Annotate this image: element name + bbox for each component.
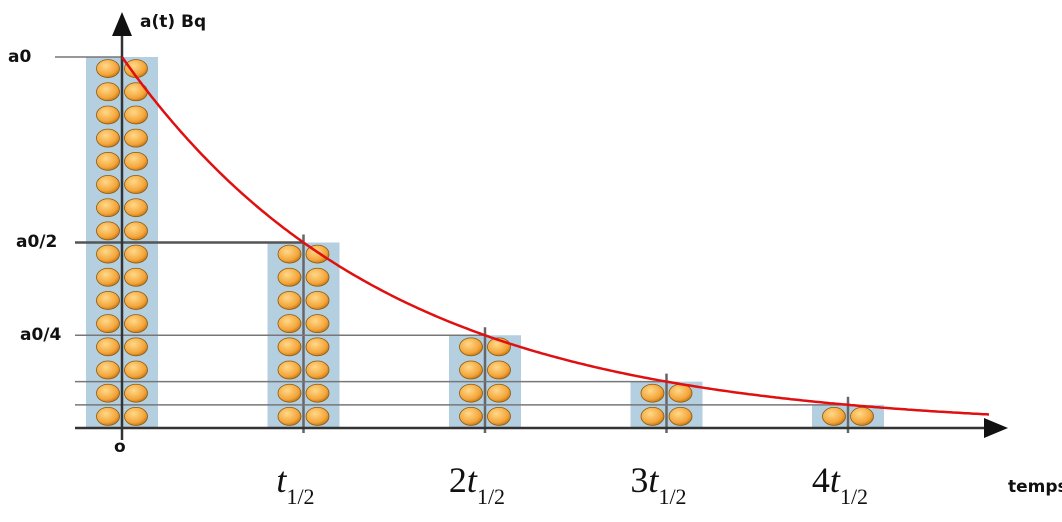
nucleus xyxy=(97,199,120,217)
nucleus xyxy=(488,384,511,402)
y-arrow xyxy=(112,12,132,36)
nucleus xyxy=(488,361,511,379)
nucleus xyxy=(97,222,120,240)
time-label: 3t1/2 xyxy=(630,460,686,509)
nucleus xyxy=(97,384,120,402)
nucleus xyxy=(97,407,120,425)
nucleus xyxy=(125,361,148,379)
time-label-sub: 1/2 xyxy=(840,484,868,509)
nucleus xyxy=(488,407,511,425)
nucleus xyxy=(460,338,483,356)
nucleus xyxy=(460,361,483,379)
nucleus xyxy=(306,338,329,356)
nucleus xyxy=(125,199,148,217)
decay-diagram: a(t) Bq a0 a0/2 a0/4 o temps t1/2 2t1/2 3t… xyxy=(0,0,1062,522)
nucleus xyxy=(125,315,148,333)
time-label: 2t1/2 xyxy=(449,460,505,509)
nucleus xyxy=(125,291,148,309)
nucleus xyxy=(278,268,301,286)
nucleus xyxy=(306,384,329,402)
nucleus xyxy=(125,407,148,425)
nucleus xyxy=(278,407,301,425)
nucleus xyxy=(306,407,329,425)
y-label: a0/4 xyxy=(20,325,62,345)
time-label-coef: 3 xyxy=(630,460,648,500)
nucleus xyxy=(97,106,120,124)
nucleus xyxy=(97,129,120,147)
time-label-sub: 1/2 xyxy=(477,484,505,509)
nucleus xyxy=(97,291,120,309)
nucleus xyxy=(641,384,664,402)
nucleus xyxy=(278,384,301,402)
y-axis-label: a(t) Bq xyxy=(140,12,206,32)
time-label-sub: 1/2 xyxy=(658,484,686,509)
nucleus xyxy=(278,361,301,379)
nucleus xyxy=(97,245,120,263)
nucleus xyxy=(278,338,301,356)
nucleus xyxy=(125,106,148,124)
nucleus xyxy=(278,291,301,309)
nucleus xyxy=(97,60,120,78)
nucleus xyxy=(851,407,874,425)
nucleus xyxy=(97,268,120,286)
time-label: 4t1/2 xyxy=(812,460,868,509)
nucleus xyxy=(278,245,301,263)
nucleus xyxy=(125,222,148,240)
nucleus xyxy=(306,315,329,333)
nucleus xyxy=(125,176,148,194)
origin-label: o xyxy=(114,437,126,457)
time-label-coef: 2 xyxy=(449,460,467,500)
y-label: a0/2 xyxy=(16,232,57,252)
nucleus xyxy=(460,407,483,425)
nucleus xyxy=(278,315,301,333)
time-label: t1/2 xyxy=(276,460,314,509)
time-label-coef: 4 xyxy=(812,460,830,500)
nucleus xyxy=(97,176,120,194)
nucleus xyxy=(125,268,148,286)
nucleus xyxy=(125,384,148,402)
nucleus xyxy=(97,361,120,379)
nucleus xyxy=(306,268,329,286)
x-arrow xyxy=(984,418,1008,438)
nucleus xyxy=(306,291,329,309)
nucleus xyxy=(823,407,846,425)
decay-curve xyxy=(122,57,989,415)
x-axis-label: temps xyxy=(1008,477,1062,497)
nucleus xyxy=(97,315,120,333)
nucleus xyxy=(125,338,148,356)
nucleus xyxy=(125,129,148,147)
nucleus xyxy=(125,152,148,170)
y-label: a0 xyxy=(8,47,31,67)
nucleus xyxy=(669,384,692,402)
x-labels: t1/2 2t1/2 3t1/2 4t1/2 xyxy=(276,460,868,509)
nucleus xyxy=(125,245,148,263)
nucleus xyxy=(97,152,120,170)
nucleus xyxy=(460,384,483,402)
nucleus xyxy=(97,338,120,356)
nucleus xyxy=(641,407,664,425)
nucleus xyxy=(669,407,692,425)
time-label-sub: 1/2 xyxy=(286,484,314,509)
nucleus xyxy=(306,361,329,379)
nucleus xyxy=(97,83,120,101)
